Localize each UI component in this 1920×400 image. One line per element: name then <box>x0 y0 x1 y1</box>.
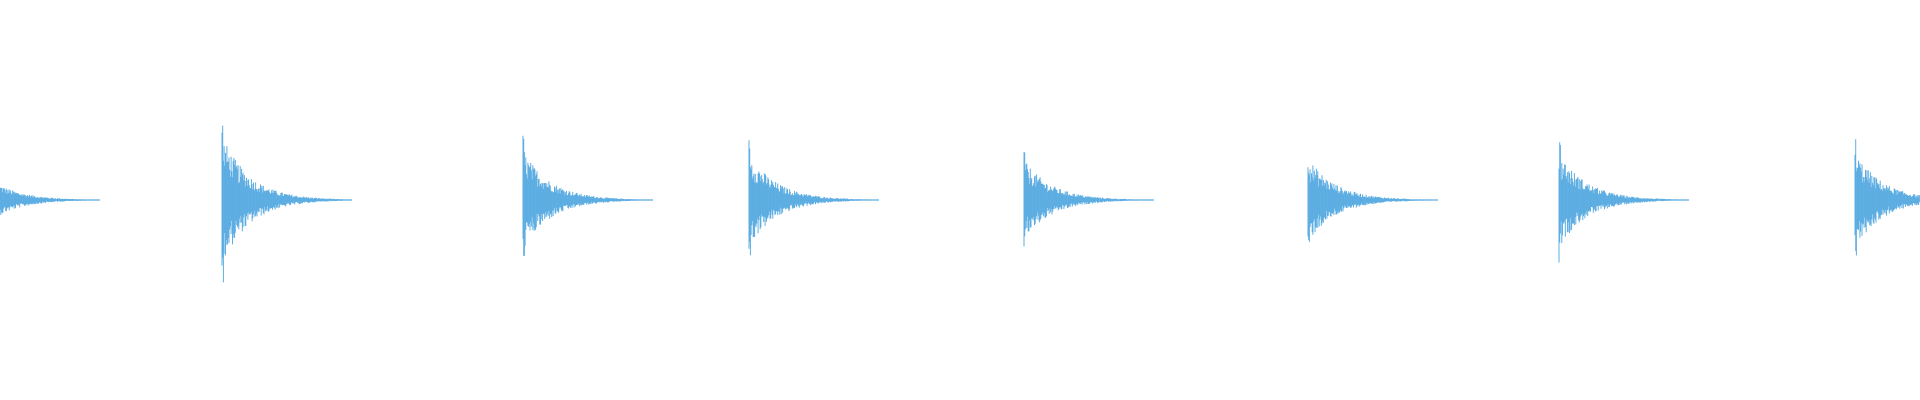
burst-group <box>0 125 1920 283</box>
waveform <box>0 125 1920 283</box>
